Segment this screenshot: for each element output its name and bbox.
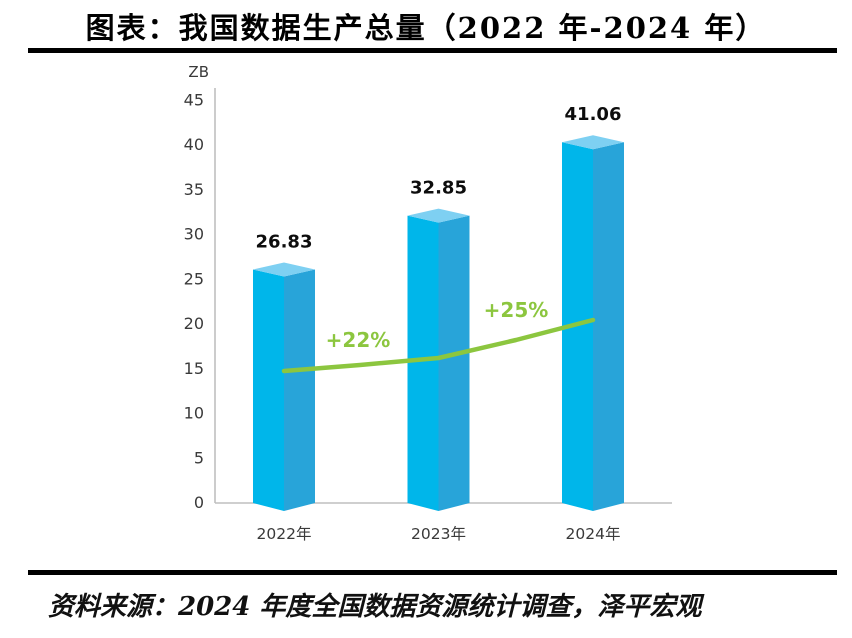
- y-tick-label: 5: [194, 448, 204, 467]
- bar-top-face: [562, 135, 624, 150]
- bar-left-face: [407, 215, 439, 512]
- growth-line: [281, 317, 596, 374]
- y-tick-label: 40: [184, 135, 204, 154]
- y-tick-label: 25: [184, 269, 204, 288]
- bar-value-label: 41.06: [565, 104, 622, 125]
- source-note: 资料来源：2024 年度全国数据资源统计调查，泽平宏观: [48, 592, 702, 622]
- y-axis-unit-label: ZB: [188, 63, 209, 81]
- bar-top-face: [253, 262, 315, 277]
- y-tick-label: 10: [184, 404, 204, 423]
- chart-title: 图表：我国数据生产总量（2022 年-2024 年）: [85, 11, 767, 45]
- y-tick-label: 0: [194, 493, 204, 512]
- y-tick-label: 45: [184, 91, 204, 110]
- growth-pct-label: +25%: [484, 298, 549, 322]
- bar-value-label: 32.85: [410, 178, 467, 199]
- bar-left-face: [253, 269, 284, 511]
- x-category-label: 2024年: [566, 525, 621, 543]
- growth-pct-label: +22%: [326, 328, 391, 352]
- bar-left-face: [562, 142, 593, 512]
- y-tick-label: 30: [184, 225, 204, 244]
- title-divider-line: [28, 48, 837, 53]
- x-category-label: 2023年: [411, 525, 466, 543]
- bar-right-face: [284, 269, 315, 511]
- bar-value-label: 26.83: [256, 232, 313, 253]
- y-tick-label: 20: [184, 314, 204, 333]
- x-category-label: 2022年: [257, 525, 312, 543]
- bar-right-face: [593, 142, 624, 512]
- y-tick-label: 35: [184, 180, 204, 199]
- y-tick-label: 15: [184, 359, 204, 378]
- bar-top-face: [407, 208, 470, 223]
- footer-divider-line: [28, 570, 837, 575]
- bar-right-face: [438, 215, 470, 512]
